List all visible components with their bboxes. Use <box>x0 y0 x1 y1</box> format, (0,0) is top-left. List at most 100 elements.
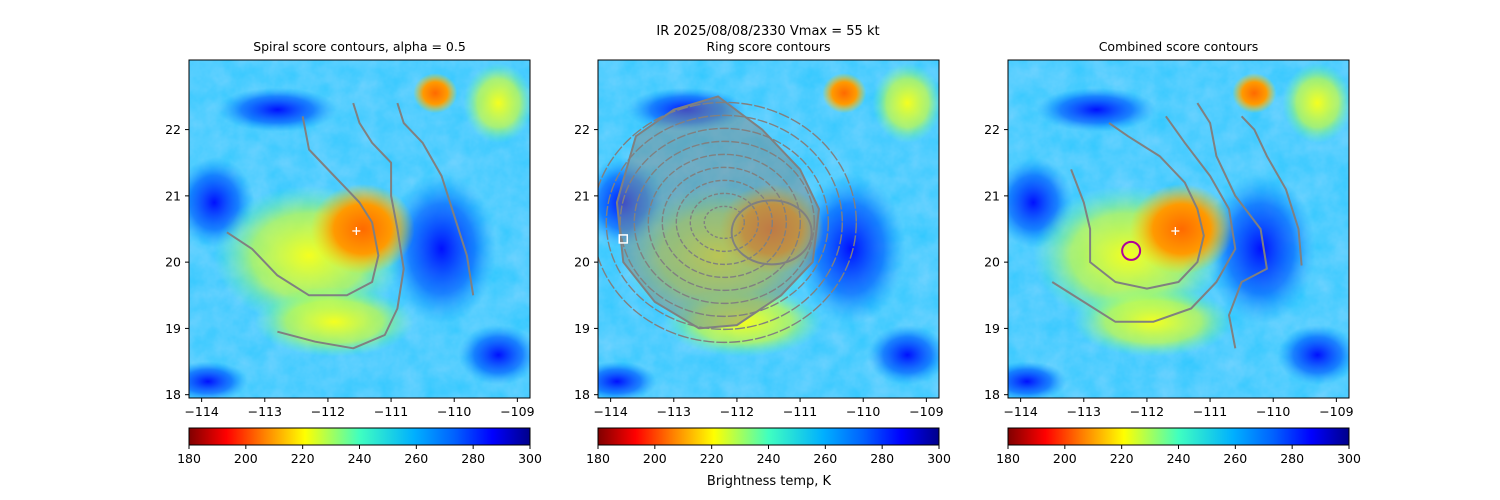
colorbar-tick-label: 300 <box>1337 451 1361 466</box>
chart-panel-1: Spiral score contours, alpha = 0.5 −114 −1… <box>165 39 542 466</box>
colorbar-tick-label: 200 <box>234 451 258 466</box>
colorbar-tick-label: 280 <box>1280 451 1304 466</box>
y-tick-label: 19 <box>165 321 181 336</box>
colorbar-tick-label: 220 <box>1110 451 1134 466</box>
panels-layer: Spiral score contours, alpha = 0.5 −114 −1… <box>165 39 1361 466</box>
cold-cloud-region <box>598 361 657 398</box>
ring-contour <box>598 101 857 344</box>
y-tick-label: 21 <box>574 188 590 203</box>
cold-cloud-region <box>1205 173 1316 324</box>
x-tick-label: −112 <box>720 404 754 419</box>
ring-contour <box>619 127 829 318</box>
x-tick-label: −113 <box>248 404 282 419</box>
chart-panel-2: Ring score contours −114 −113 −112 −111 −110 −… <box>574 39 951 466</box>
colorbar-tick-label: 200 <box>1053 451 1077 466</box>
colorbar-tick-label: 240 <box>1167 451 1191 466</box>
y-tick-label: 19 <box>574 321 590 336</box>
warm-band-region <box>1282 63 1349 144</box>
warm-band-region <box>463 63 530 144</box>
x-tick-label: −110 <box>1256 404 1290 419</box>
cold-cloud-region <box>458 324 530 385</box>
panel-title: Spiral score contours, alpha = 0.5 <box>253 39 466 54</box>
x-tick-label: −112 <box>1130 404 1164 419</box>
ring-contour <box>689 192 759 253</box>
cold-cloud-region <box>189 361 248 398</box>
warm-patch-region <box>1232 73 1277 114</box>
x-tick-label: −112 <box>311 404 345 419</box>
y-tick-label: 20 <box>574 255 590 270</box>
y-tick-label: 21 <box>984 188 1000 203</box>
colorbar-tick-label: 180 <box>586 451 610 466</box>
y-tick-label: 18 <box>165 387 181 402</box>
y-tick-label: 20 <box>984 255 1000 270</box>
colorbar-tick-label: 260 <box>404 451 428 466</box>
colorbar-tick-label: 280 <box>870 451 894 466</box>
x-tick-label: −109 <box>909 404 943 419</box>
y-tick-label: 18 <box>574 387 590 402</box>
cold-cloud-region <box>867 324 939 385</box>
colorbar-tick-label: 240 <box>757 451 781 466</box>
colorbar-tick-label: 240 <box>348 451 372 466</box>
y-tick-label: 19 <box>984 321 1000 336</box>
x-tick-label: −113 <box>657 404 691 419</box>
ring-center-marker <box>1121 240 1142 261</box>
colorbar <box>1007 427 1350 446</box>
figure-suptitle: IR 2025/08/08/2330 Vmax = 55 kt <box>656 24 879 39</box>
colorbar-label: Brightness temp, K <box>707 474 832 489</box>
x-tick-label: −110 <box>846 404 880 419</box>
colorbar-tick-label: 200 <box>643 451 667 466</box>
ring-contour <box>703 205 745 240</box>
y-tick-label: 22 <box>165 122 181 137</box>
heatmap-image <box>189 60 530 398</box>
warm-patch-region <box>413 73 458 114</box>
x-tick-label: −109 <box>1319 404 1353 419</box>
cold-cloud-region <box>795 173 906 324</box>
warm-patch-region <box>822 73 867 114</box>
spiral-contour <box>396 102 475 296</box>
y-tick-label: 18 <box>984 387 1000 402</box>
axes-frame <box>1007 59 1350 399</box>
x-tick-label: −113 <box>1067 404 1101 419</box>
colorbar-tick-label: 280 <box>461 451 485 466</box>
axes-frame <box>597 59 940 399</box>
colorbar-tick-label: 260 <box>813 451 837 466</box>
spiral-contour <box>277 102 405 350</box>
colorbar <box>188 427 531 446</box>
x-tick-label: −111 <box>783 404 817 419</box>
panel-title: Combined score contours <box>1099 39 1259 54</box>
chart-panel-3: Combined score contours −114 −113 −112 −111 −… <box>984 39 1361 466</box>
combined-contour <box>1240 115 1303 266</box>
cold-cloud-region <box>217 87 338 132</box>
colorbar-tick-label: 180 <box>177 451 201 466</box>
y-tick-label: 21 <box>165 188 181 203</box>
combined-contour <box>1070 122 1205 290</box>
x-tick-label: −111 <box>1193 404 1227 419</box>
heatmap-image <box>1008 60 1349 398</box>
combined-contour <box>1196 102 1268 349</box>
ring-contour <box>605 114 843 331</box>
y-tick-label: 22 <box>574 122 590 137</box>
ring-score-contours <box>598 95 857 344</box>
x-tick-label: −114 <box>1003 404 1037 419</box>
x-tick-label: −110 <box>437 404 471 419</box>
colorbar-tick-label: 220 <box>700 451 724 466</box>
square-marker <box>618 234 629 244</box>
cold-cloud-region <box>1008 361 1067 398</box>
ring-region-outline <box>615 95 821 330</box>
cold-cloud-region <box>1036 87 1157 132</box>
ring-contour <box>675 179 773 266</box>
colorbar-tick-label: 300 <box>927 451 951 466</box>
ring-contour <box>633 140 815 305</box>
x-tick-label: −114 <box>593 404 627 419</box>
warm-band-region <box>872 63 939 144</box>
cold-cloud-region <box>386 173 497 324</box>
cold-cloud-region <box>1277 324 1349 385</box>
colorbar-tick-label: 220 <box>291 451 315 466</box>
x-tick-label: −114 <box>184 404 218 419</box>
y-tick-label: 20 <box>165 255 181 270</box>
colorbar <box>597 427 940 446</box>
heatmap-image <box>598 60 939 398</box>
ring-contour <box>647 153 801 292</box>
colorbar-tick-label: 300 <box>518 451 542 466</box>
